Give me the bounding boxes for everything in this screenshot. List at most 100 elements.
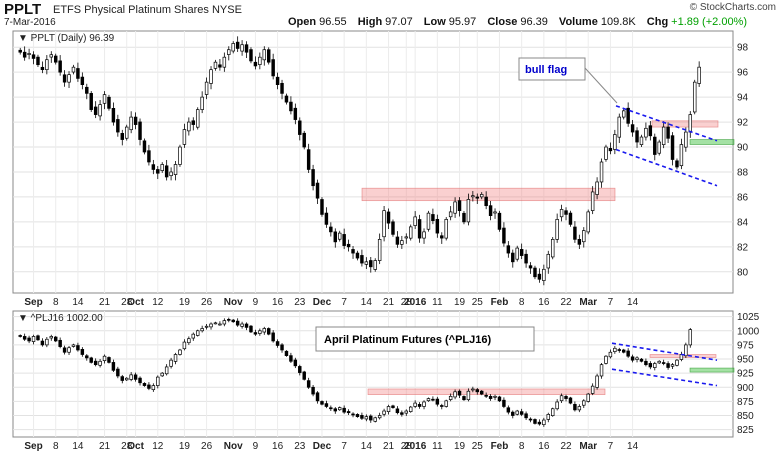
- x-tick-label: 19: [179, 441, 191, 452]
- x-tick-label: 11: [432, 441, 443, 452]
- candle: [244, 322, 249, 331]
- candle-body: [124, 377, 129, 381]
- candle: [528, 417, 533, 423]
- candle: [129, 372, 133, 382]
- candle: [200, 325, 204, 333]
- x-tick-label: 14: [361, 441, 373, 452]
- candle: [497, 210, 502, 232]
- candle-body: [284, 350, 289, 356]
- candle: [515, 409, 519, 416]
- price-stats: Open 96.55 High 97.07 Low 95.97 Close 96.39 …: [288, 16, 750, 28]
- candle: [670, 132, 675, 166]
- candle-body: [573, 226, 577, 240]
- ticker-symbol: PPLT: [4, 1, 42, 18]
- candle-body: [444, 400, 448, 407]
- candle: [550, 237, 555, 260]
- candle: [506, 241, 511, 258]
- candle-body: [688, 114, 693, 133]
- candle: [417, 402, 422, 409]
- candle-body: [515, 410, 519, 415]
- candle-body: [93, 106, 98, 115]
- candle: [346, 409, 351, 415]
- candle: [657, 139, 661, 156]
- candle: [195, 107, 200, 130]
- x-tick-label: 14: [627, 297, 639, 308]
- y-tick-label: 92: [737, 118, 749, 129]
- x-tick-label: 19: [179, 297, 191, 308]
- candle: [542, 417, 546, 427]
- candle-body: [448, 211, 453, 218]
- candle: [275, 72, 280, 90]
- candle-body: [116, 368, 120, 377]
- candle-body: [76, 68, 80, 79]
- candle: [298, 117, 302, 141]
- candle: [240, 321, 244, 329]
- x-tick-label: 22: [560, 441, 572, 452]
- panel-frame: [12, 30, 734, 294]
- candle-body: [249, 49, 253, 62]
- candle-body: [138, 377, 142, 384]
- candle: [519, 243, 524, 260]
- y-tick-label: 82: [737, 242, 749, 253]
- x-tick-label: Feb: [491, 441, 509, 452]
- candle-body: [675, 359, 679, 366]
- candle: [661, 359, 666, 366]
- candle: [617, 347, 622, 353]
- candle: [644, 122, 648, 141]
- x-tick-label: 16: [538, 297, 550, 308]
- candle-body: [266, 49, 271, 63]
- candle-body: [697, 66, 701, 84]
- candle-body: [493, 211, 497, 214]
- candle: [116, 366, 120, 379]
- x-tick-label: Dec: [313, 297, 332, 308]
- candle-body: [626, 107, 630, 124]
- x-tick-label: 16: [272, 297, 284, 308]
- candle-body: [351, 249, 355, 254]
- candle: [644, 358, 648, 367]
- candle-body: [373, 260, 377, 270]
- candle: [151, 383, 156, 392]
- candle: [342, 405, 346, 414]
- candle: [289, 352, 293, 363]
- candle: [457, 197, 462, 217]
- candle-body: [342, 407, 346, 413]
- candle: [89, 356, 93, 364]
- candle: [621, 348, 626, 354]
- candle: [355, 250, 360, 261]
- candle: [444, 217, 448, 241]
- candle-body: [40, 66, 45, 71]
- candle-body: [475, 196, 480, 199]
- candle-body: [147, 384, 151, 389]
- candle: [391, 404, 395, 409]
- annotation-pointer: [584, 67, 618, 104]
- x-tick-label: Sep: [24, 441, 42, 452]
- candle: [182, 123, 187, 148]
- candle-body: [391, 405, 395, 408]
- candle: [280, 343, 284, 353]
- candle-body: [431, 214, 435, 221]
- candle-body: [320, 199, 324, 215]
- candle-body: [262, 328, 267, 333]
- candle-body: [58, 60, 62, 73]
- candle-body: [604, 146, 608, 160]
- candle: [324, 400, 329, 409]
- candle-body: [22, 336, 27, 340]
- candle-body: [400, 412, 404, 415]
- y-tick-label: 975: [737, 340, 754, 351]
- candle: [400, 235, 404, 250]
- candle: [400, 410, 404, 417]
- candle-body: [675, 160, 679, 168]
- candle: [227, 46, 231, 61]
- candle: [218, 321, 222, 326]
- low-value: 95.97: [448, 16, 477, 28]
- y-tick-label: 98: [737, 43, 749, 54]
- y-tick-label: 1025: [737, 312, 760, 323]
- annotation-box: [518, 57, 586, 81]
- candle: [164, 364, 169, 376]
- candle: [422, 400, 426, 410]
- candle: [107, 94, 111, 111]
- x-tick-label: 7: [608, 441, 614, 452]
- candle: [280, 79, 284, 100]
- candle: [360, 249, 364, 267]
- annotation-text: bull flag: [525, 64, 567, 76]
